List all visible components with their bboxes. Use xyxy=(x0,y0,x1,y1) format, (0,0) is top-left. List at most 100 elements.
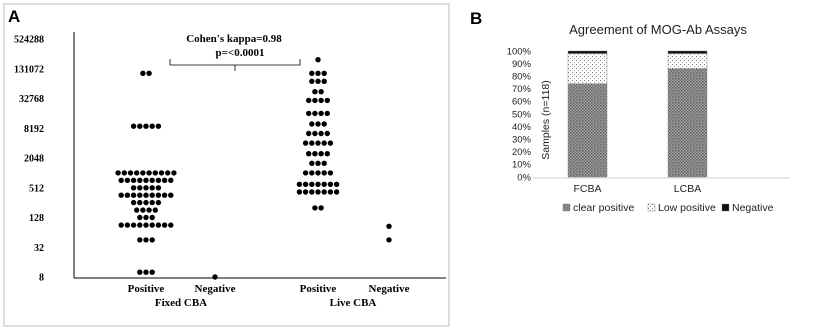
data-point xyxy=(321,70,327,77)
data-point xyxy=(152,170,158,176)
panel-a-y-tick-label: 131072 xyxy=(14,64,44,75)
bar-segment xyxy=(667,53,708,69)
data-point xyxy=(386,237,392,243)
data-point xyxy=(324,130,330,137)
data-point xyxy=(168,222,174,228)
panel-b-y-tick-label: 60% xyxy=(512,97,532,108)
panel-a-y-tick-label: 128 xyxy=(29,213,44,224)
data-point xyxy=(302,181,309,187)
data-point xyxy=(306,97,312,104)
panel-b-y-axis-label: Samples (n=118) xyxy=(540,80,552,159)
panel-b-category-label: LCBA xyxy=(674,183,701,195)
panel-b-y-tick-label: 100% xyxy=(507,46,532,57)
data-point xyxy=(315,181,321,187)
data-point xyxy=(321,121,327,127)
data-point xyxy=(309,170,315,176)
panel-a-y-ticks: 8 32 128 512 2048 8192 32768 131072 524288 xyxy=(14,35,44,284)
data-point xyxy=(312,97,318,104)
bar-segment xyxy=(667,68,708,178)
data-point xyxy=(121,170,128,176)
panel-a-category-label: Negative xyxy=(369,283,410,295)
data-point xyxy=(318,130,324,137)
panel-b: B Agreement of MOG-Ab Assays Samples (n=… xyxy=(470,9,790,214)
legend-swatch xyxy=(721,203,730,212)
data-point xyxy=(155,199,162,206)
legend-label: Low positive xyxy=(658,202,716,214)
data-point xyxy=(306,151,312,157)
panel-a-category-label: Negative xyxy=(195,283,236,295)
data-point xyxy=(124,222,131,228)
data-point xyxy=(318,89,324,95)
data-point xyxy=(149,237,155,243)
data-point xyxy=(149,185,155,191)
data-point xyxy=(137,222,143,228)
data-point xyxy=(152,207,158,213)
legend-label: Negative xyxy=(732,202,774,214)
panel-b-letter: B xyxy=(470,9,482,28)
data-point xyxy=(386,223,392,229)
data-point xyxy=(149,214,155,221)
data-point xyxy=(321,181,327,187)
data-point xyxy=(161,222,168,228)
data-point xyxy=(127,170,134,176)
data-point xyxy=(134,207,140,213)
data-point xyxy=(143,222,149,228)
panel-b-y-tick-label: 80% xyxy=(512,72,532,83)
data-point xyxy=(171,170,177,176)
data-point xyxy=(315,57,321,63)
data-point xyxy=(321,189,327,195)
data-point xyxy=(324,97,330,104)
data-point xyxy=(318,205,324,211)
panel-a-dots xyxy=(115,57,392,280)
data-point xyxy=(158,170,165,176)
data-point xyxy=(333,189,340,195)
panel-b-y-tick-label: 30% xyxy=(512,135,532,146)
data-point xyxy=(149,192,155,198)
data-point xyxy=(327,170,334,176)
data-point xyxy=(143,123,149,129)
data-point xyxy=(318,151,324,157)
data-point xyxy=(309,78,315,85)
panel-a-y-tick-label: 8 xyxy=(39,273,44,284)
data-point xyxy=(143,192,149,198)
data-point xyxy=(315,140,321,146)
data-point xyxy=(318,110,324,117)
data-point xyxy=(137,214,143,221)
data-point xyxy=(302,140,309,146)
data-point xyxy=(302,170,309,176)
data-point xyxy=(130,222,137,228)
data-point xyxy=(115,170,121,176)
data-point xyxy=(309,70,315,77)
panel-b-y-tick-label: 50% xyxy=(512,109,532,120)
data-point xyxy=(134,170,140,176)
panel-b-legend: clear positive Low positive Negative xyxy=(562,202,774,214)
legend-swatch xyxy=(562,203,571,212)
data-point xyxy=(165,170,171,176)
group-label-fixed-cba: Fixed CBA xyxy=(155,297,207,309)
data-point xyxy=(137,177,143,183)
data-point xyxy=(137,185,143,191)
panel-a-y-tick-label: 32768 xyxy=(19,94,44,105)
data-point xyxy=(143,177,149,183)
group-label-live-cba: Live CBA xyxy=(330,297,377,309)
data-point xyxy=(143,269,149,275)
legend-swatch xyxy=(647,203,656,212)
data-point xyxy=(168,177,174,183)
data-point xyxy=(324,110,330,117)
data-point xyxy=(315,170,321,176)
data-point xyxy=(130,177,137,183)
data-point xyxy=(137,269,143,275)
panel-b-y-tick-label: 0% xyxy=(517,172,531,183)
panel-a-category-label: Positive xyxy=(300,283,337,295)
data-point xyxy=(318,97,324,104)
data-point xyxy=(312,130,318,137)
data-point xyxy=(315,78,321,85)
panel-b-y-tick-label: 10% xyxy=(512,160,532,171)
panel-b-bars xyxy=(567,50,708,178)
data-point xyxy=(306,110,312,117)
panel-b-y-tick-label: 70% xyxy=(512,84,532,95)
data-point xyxy=(306,130,312,137)
data-point xyxy=(149,199,155,206)
data-point xyxy=(309,181,315,187)
